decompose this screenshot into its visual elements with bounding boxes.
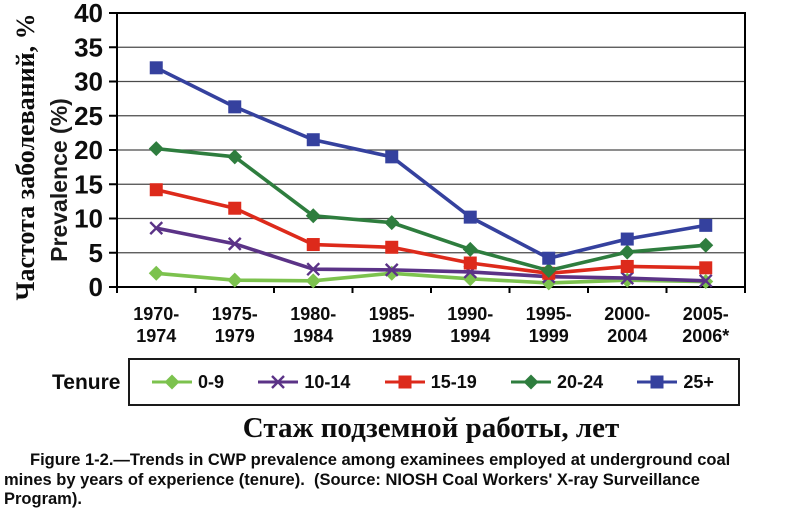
- legend-item-0-9: 0-9: [150, 372, 224, 393]
- marker-square: [306, 133, 320, 147]
- y-tick-label: 35: [74, 32, 103, 62]
- marker-square: [463, 210, 477, 224]
- x-tick-label: 1985-1989: [369, 304, 415, 346]
- marker-square: [228, 100, 242, 114]
- marker-x: [698, 273, 713, 288]
- legend: Tenure 0-9 10-14 15-19 20-24 25+: [0, 356, 809, 410]
- marker-diamond: [462, 241, 478, 257]
- series-line-15-19: [155, 187, 706, 276]
- marker-square: [228, 201, 242, 215]
- x-tick-label: 1990-1994: [447, 304, 493, 346]
- legend-item-15-19: 15-19: [383, 372, 477, 393]
- marker-x: [306, 262, 321, 277]
- legend-label: 25+: [683, 371, 714, 392]
- marker-square: [149, 61, 163, 75]
- marker-diamond: [164, 374, 180, 390]
- y-tick-label: 0: [89, 272, 103, 302]
- marker-x: [384, 263, 399, 277]
- marker-diamond: [698, 237, 714, 253]
- marker-diamond: [227, 272, 243, 288]
- marker-diamond: [227, 149, 243, 165]
- figure-caption: Figure 1-2.—Trends in CWP prevalence amo…: [4, 451, 805, 510]
- legend-box: 0-9 10-14 15-19 20-24 25+: [128, 358, 740, 406]
- caption-line-1: Figure 1-2.—Trends in CWP prevalence amo…: [30, 451, 731, 469]
- y-tick-label: 10: [74, 204, 103, 234]
- series-15-19: [149, 183, 713, 280]
- marker-diamond: [523, 374, 539, 390]
- marker-square: [385, 150, 399, 164]
- marker-square: [650, 375, 664, 389]
- marker-square: [398, 375, 412, 389]
- legend-diamond-icon: [511, 374, 552, 390]
- y-tick-label: 25: [74, 101, 103, 131]
- series-line-10-14: [155, 226, 706, 283]
- marker-x: [620, 271, 635, 285]
- legend-square-icon: [384, 375, 425, 389]
- marker-diamond: [384, 215, 400, 231]
- legend-square-icon: [637, 375, 678, 389]
- x-tick-label: 1980-1984: [290, 304, 336, 346]
- marker-square: [463, 256, 477, 270]
- caption-line-3: Program).: [4, 490, 82, 508]
- marker-square: [620, 232, 634, 246]
- marker-x: [149, 221, 164, 235]
- marker-square: [620, 259, 634, 273]
- x-tick-label: 1975-1979: [212, 304, 258, 346]
- marker-diamond: [619, 244, 635, 260]
- legend-label: 10-14: [304, 371, 351, 392]
- y-tick-label: 15: [74, 169, 103, 199]
- marker-diamond: [148, 265, 164, 281]
- marker-square: [699, 261, 713, 275]
- y-tick-label: 5: [89, 238, 103, 268]
- caption-line-2: mines by years of experience (tenure). (…: [4, 470, 700, 489]
- legend-diamond-icon: [152, 374, 192, 390]
- series-line-25+: [155, 66, 707, 261]
- marker-diamond: [305, 208, 321, 224]
- legend-item-20-24: 20-24: [509, 372, 603, 393]
- x-tick-label: 1995-1999: [526, 304, 572, 346]
- legend-x-icon: [258, 375, 299, 389]
- series-10-14: [149, 221, 713, 288]
- marker-diamond: [541, 263, 557, 279]
- x-axis-title: Стаж подземной работы, лет: [242, 412, 620, 444]
- legend-item-25+: 25+: [635, 372, 714, 393]
- y-tick-label: 20: [74, 135, 103, 165]
- marker-diamond: [305, 273, 321, 289]
- legend-label: 20-24: [557, 371, 604, 392]
- marker-square: [542, 251, 556, 265]
- y-tick-label: 40: [74, 0, 103, 28]
- chart-svg: 0 5 10 15 20 25 30 35 40 1970-1974 1975-1979 1980-1…: [74, 0, 746, 346]
- marker-square: [699, 218, 713, 232]
- marker-square: [385, 240, 399, 254]
- marker-diamond: [619, 272, 635, 288]
- series-line-0-9: [156, 271, 706, 285]
- legend-item-10-14: 10-14: [256, 372, 350, 393]
- legend-label: 15-19: [430, 371, 477, 392]
- series-25+: [149, 61, 713, 265]
- y-tick-label: 30: [74, 67, 103, 97]
- series-20-24: [148, 141, 714, 279]
- legend-label: 0-9: [198, 371, 225, 392]
- series-line-20-24: [156, 146, 706, 273]
- marker-x: [271, 375, 286, 389]
- x-tick-label: 2005-2006*: [682, 304, 729, 346]
- legend-title: Tenure: [52, 371, 121, 394]
- marker-diamond: [148, 141, 164, 157]
- marker-square: [306, 238, 320, 252]
- marker-x: [227, 236, 242, 251]
- x-tick-label: 1970-1974: [133, 304, 179, 346]
- x-tick-label: 2000-2004: [604, 304, 650, 346]
- marker-square: [149, 183, 163, 197]
